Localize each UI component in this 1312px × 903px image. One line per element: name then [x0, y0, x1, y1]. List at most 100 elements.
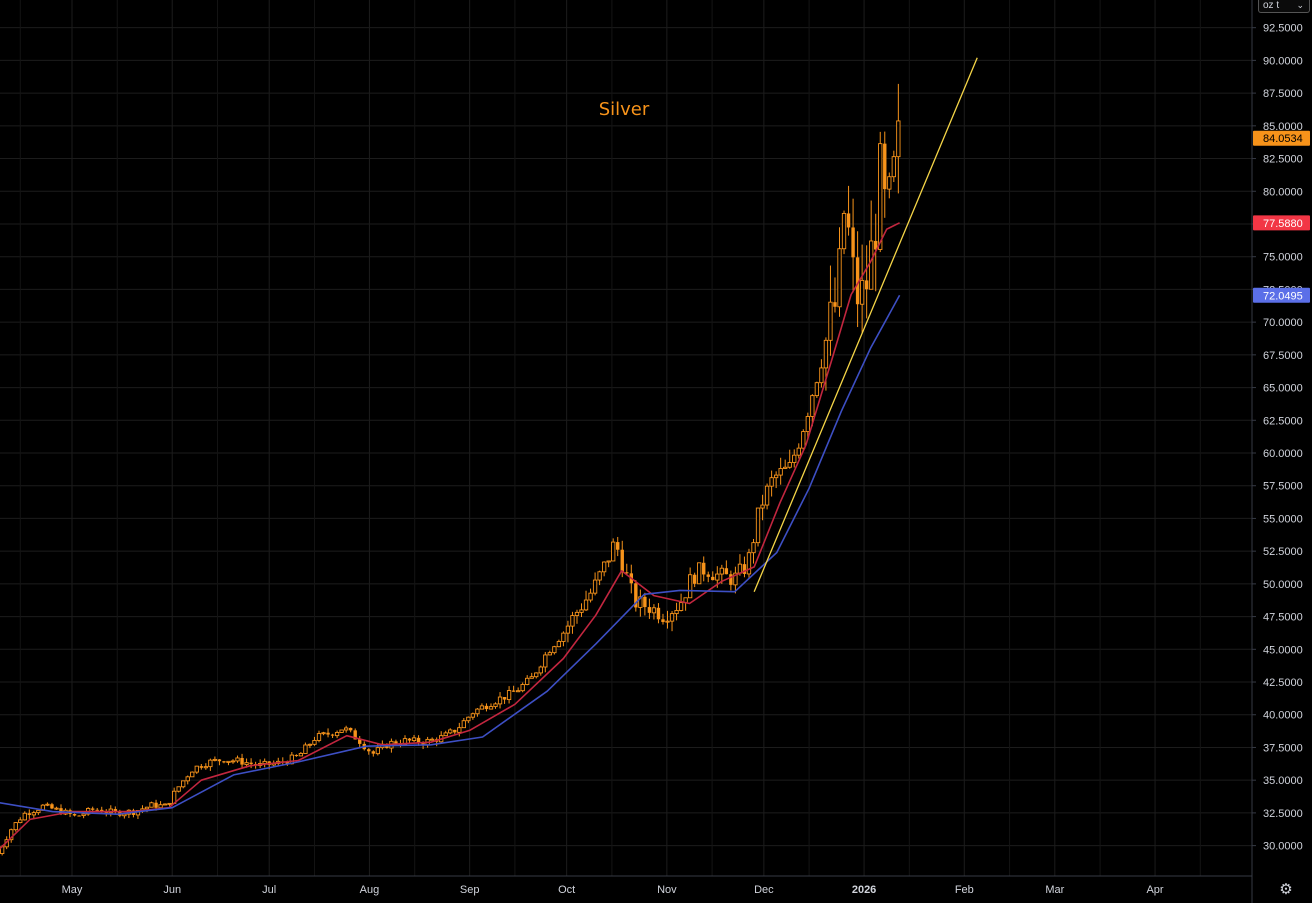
candle [484, 703, 489, 712]
grid-lines [0, 0, 1252, 876]
last-value-tag: 77.5880 [1253, 215, 1310, 231]
time-axis[interactable]: May Jun Jul Aug Sep Oct Nov Dec 2026 Feb Mar Apr [62, 884, 1164, 896]
unit-selector[interactable]: oz t ⌄ [1258, 0, 1310, 13]
candle [199, 763, 204, 770]
candle [755, 507, 761, 547]
candle [864, 245, 869, 319]
candle [181, 780, 186, 789]
candle [611, 538, 616, 562]
time-tick-label: Oct [558, 884, 575, 896]
candle [222, 760, 226, 764]
candle [742, 556, 747, 578]
candle [651, 604, 657, 620]
candle [479, 703, 485, 710]
time-tick-label: Dec [754, 884, 774, 896]
candle [751, 538, 756, 564]
gear-icon[interactable]: ⚙ [1279, 881, 1293, 898]
time-tick-label: Jul [262, 884, 276, 896]
price-tick-label: 90.0000 [1263, 55, 1303, 67]
candle [729, 570, 733, 591]
candle [294, 754, 299, 757]
price-tick-label: 70.0000 [1263, 317, 1303, 329]
time-tick-label: Jun [163, 884, 181, 896]
candle [316, 730, 322, 743]
price-tick-label: 45.0000 [1263, 644, 1303, 656]
price-tick-label: 42.5000 [1263, 677, 1303, 689]
candle [891, 150, 896, 183]
price-tick-label: 35.0000 [1263, 775, 1303, 787]
moving-average-lines [0, 222, 901, 850]
candle [792, 449, 797, 468]
candle [235, 755, 240, 763]
candle [647, 598, 652, 619]
candle [443, 730, 448, 737]
candle [534, 672, 539, 679]
candle [493, 702, 498, 709]
candle [796, 443, 801, 459]
time-tick-label: May [62, 884, 83, 896]
price-tick-label: 47.5000 [1263, 612, 1303, 624]
candle [203, 763, 208, 770]
candle [579, 603, 584, 617]
candle [656, 603, 661, 624]
price-tick-label: 62.5000 [1263, 415, 1303, 427]
candle [643, 592, 647, 616]
candle [429, 737, 435, 741]
candle [208, 758, 213, 771]
candle [552, 645, 557, 655]
candle [416, 735, 421, 746]
candle [72, 813, 77, 817]
candle [841, 210, 847, 255]
candle [488, 703, 494, 710]
time-tick-label: Aug [360, 884, 380, 896]
candle [303, 742, 308, 754]
candle [556, 639, 562, 648]
candle [760, 494, 765, 521]
candle [54, 806, 59, 810]
candle [887, 172, 892, 199]
candle [162, 803, 168, 806]
candle [783, 459, 788, 470]
candle [883, 131, 887, 218]
candle [661, 613, 665, 625]
candle [583, 590, 589, 612]
price-tick-label: 30.0000 [1263, 841, 1303, 853]
candle [855, 231, 860, 328]
candle [665, 610, 670, 629]
candle [13, 822, 18, 832]
time-tick-label: Nov [657, 884, 677, 896]
candle [453, 729, 457, 735]
candle [805, 412, 810, 439]
candle [588, 588, 593, 603]
candle [104, 809, 108, 817]
candle [466, 716, 471, 724]
candle [158, 801, 163, 809]
candle [461, 718, 466, 729]
candle [565, 620, 571, 643]
candle [896, 83, 901, 194]
trendline-layer[interactable] [753, 57, 978, 592]
candle [678, 593, 684, 612]
candle [746, 548, 752, 579]
price-tick-label: 40.0000 [1263, 710, 1303, 722]
candle [167, 802, 172, 807]
candle [212, 756, 218, 762]
unit-label: oz t [1263, 0, 1280, 11]
price-tick-label: 32.5000 [1263, 808, 1303, 820]
candle [240, 753, 244, 768]
candle [810, 394, 815, 427]
candle [833, 277, 837, 313]
candle [769, 470, 774, 497]
candle [547, 650, 552, 656]
candle [859, 244, 865, 333]
candle [801, 429, 806, 451]
candle [851, 198, 855, 293]
candle [348, 727, 353, 733]
price-tick-label: 80.0000 [1263, 186, 1303, 198]
candle [638, 589, 643, 617]
candle [217, 759, 222, 766]
candle [711, 571, 715, 581]
trendline[interactable] [753, 57, 978, 592]
candle [45, 802, 50, 807]
